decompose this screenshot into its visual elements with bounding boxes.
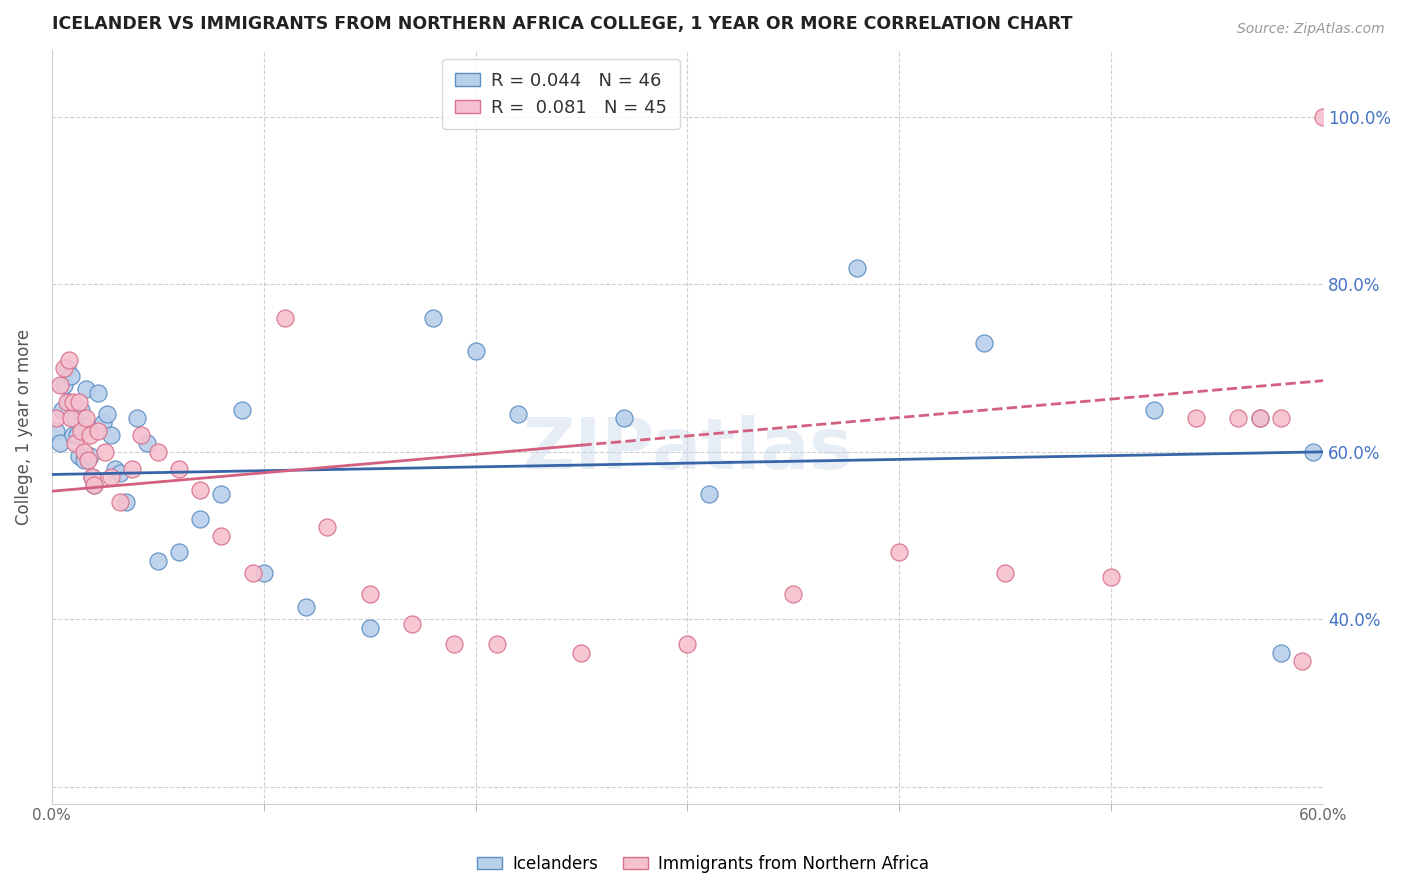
Point [67, 394, 90, 409]
Point [506, 407, 529, 421]
Point [295, 599, 318, 614]
Point [76, 453, 98, 467]
Point [58, 394, 80, 409]
Point [121, 461, 143, 475]
Point [231, 403, 253, 417]
Point [973, 335, 995, 350]
Point [1227, 411, 1250, 425]
Point [1312, 110, 1334, 124]
Point [464, 344, 486, 359]
Point [58, 352, 80, 367]
Point [782, 587, 804, 601]
Point [359, 621, 381, 635]
Point [1291, 654, 1313, 668]
Point [188, 483, 211, 497]
Text: ZIPatlas: ZIPatlas [523, 415, 852, 483]
Y-axis label: College, 1 year or more: College, 1 year or more [15, 328, 32, 524]
Point [49, 436, 72, 450]
Point [104, 461, 127, 475]
Point [70, 403, 93, 417]
Point [209, 528, 232, 542]
Point [129, 428, 152, 442]
Point [167, 545, 190, 559]
Point [316, 520, 339, 534]
Point [80, 470, 103, 484]
Point [1270, 411, 1292, 425]
Legend: R = 0.044   N = 46, R =  0.081   N = 45: R = 0.044 N = 46, R = 0.081 N = 45 [443, 59, 679, 129]
Point [242, 566, 264, 581]
Point [96, 407, 118, 421]
Point [846, 260, 869, 275]
Point [55, 361, 77, 376]
Legend: Icelanders, Immigrants from Northern Africa: Icelanders, Immigrants from Northern Afr… [471, 848, 935, 880]
Point [443, 638, 465, 652]
Point [1099, 570, 1122, 584]
Point [72, 445, 94, 459]
Point [994, 566, 1017, 581]
Point [75, 411, 97, 425]
Point [676, 638, 699, 652]
Point [62, 394, 84, 409]
Point [63, 411, 86, 425]
Point [72, 453, 94, 467]
Point [100, 428, 122, 442]
Point [83, 478, 105, 492]
Point [66, 428, 89, 442]
Point [59, 369, 82, 384]
Text: ICELANDER VS IMMIGRANTS FROM NORTHERN AFRICA COLLEGE, 1 YEAR OR MORE CORRELATION: ICELANDER VS IMMIGRANTS FROM NORTHERN AF… [52, 15, 1073, 33]
Point [1249, 411, 1271, 425]
Point [274, 310, 297, 325]
Point [571, 646, 593, 660]
Point [1185, 411, 1208, 425]
Point [51, 403, 73, 417]
Point [136, 436, 159, 450]
Point [253, 566, 276, 581]
Point [401, 616, 423, 631]
Point [87, 424, 110, 438]
Point [209, 487, 232, 501]
Point [146, 554, 169, 568]
Point [87, 386, 110, 401]
Point [125, 411, 148, 425]
Point [45, 424, 67, 438]
Text: Source: ZipAtlas.com: Source: ZipAtlas.com [1237, 22, 1385, 37]
Point [70, 424, 93, 438]
Point [45, 411, 67, 425]
Point [1302, 445, 1324, 459]
Point [359, 587, 381, 601]
Point [79, 428, 101, 442]
Point [83, 478, 105, 492]
Point [889, 545, 911, 559]
Point [1270, 646, 1292, 660]
Point [93, 445, 115, 459]
Point [697, 487, 720, 501]
Point [100, 470, 122, 484]
Point [188, 512, 211, 526]
Point [62, 428, 84, 442]
Point [80, 470, 103, 484]
Point [79, 449, 101, 463]
Point [75, 382, 97, 396]
Point [59, 411, 82, 425]
Point [63, 436, 86, 450]
Point [485, 638, 508, 652]
Point [1142, 403, 1164, 417]
Point [1249, 411, 1271, 425]
Point [108, 495, 131, 509]
Point [49, 377, 72, 392]
Point [146, 445, 169, 459]
Point [53, 361, 76, 376]
Point [167, 461, 190, 475]
Point [76, 419, 98, 434]
Point [55, 394, 77, 409]
Point [91, 416, 114, 430]
Point [53, 377, 76, 392]
Point [422, 310, 444, 325]
Point [115, 495, 138, 509]
Point [108, 466, 131, 480]
Point [67, 449, 90, 463]
Point [613, 411, 636, 425]
